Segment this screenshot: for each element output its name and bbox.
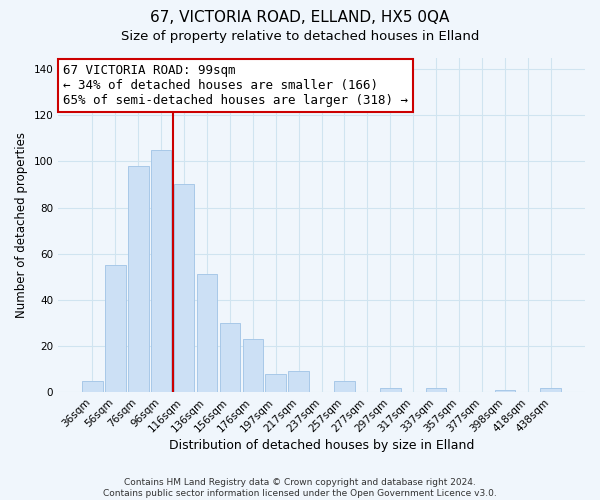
Bar xyxy=(197,274,217,392)
Bar xyxy=(265,374,286,392)
Y-axis label: Number of detached properties: Number of detached properties xyxy=(15,132,28,318)
Bar xyxy=(174,184,194,392)
Bar xyxy=(128,166,149,392)
Bar xyxy=(105,266,125,392)
Bar xyxy=(242,339,263,392)
Bar xyxy=(82,380,103,392)
Text: Contains HM Land Registry data © Crown copyright and database right 2024.
Contai: Contains HM Land Registry data © Crown c… xyxy=(103,478,497,498)
Bar xyxy=(334,380,355,392)
Bar xyxy=(289,372,309,392)
Text: 67 VICTORIA ROAD: 99sqm
← 34% of detached houses are smaller (166)
65% of semi-d: 67 VICTORIA ROAD: 99sqm ← 34% of detache… xyxy=(64,64,409,107)
Bar xyxy=(380,388,401,392)
Bar xyxy=(541,388,561,392)
Bar xyxy=(426,388,446,392)
Text: 67, VICTORIA ROAD, ELLAND, HX5 0QA: 67, VICTORIA ROAD, ELLAND, HX5 0QA xyxy=(151,10,449,25)
Bar xyxy=(220,323,240,392)
Text: Size of property relative to detached houses in Elland: Size of property relative to detached ho… xyxy=(121,30,479,43)
Bar xyxy=(151,150,172,392)
X-axis label: Distribution of detached houses by size in Elland: Distribution of detached houses by size … xyxy=(169,440,474,452)
Bar xyxy=(494,390,515,392)
